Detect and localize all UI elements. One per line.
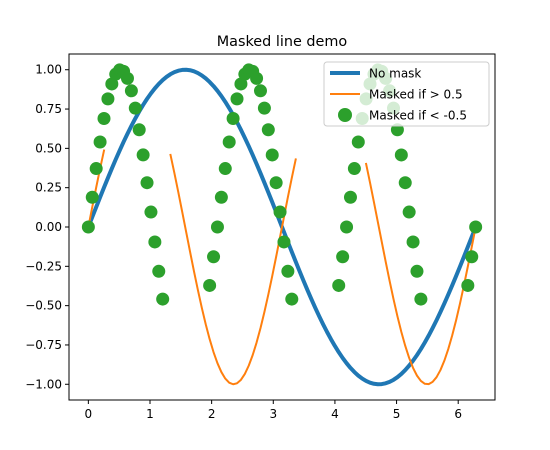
series-3-point (261, 123, 275, 137)
legend-entry: Masked if > 0.5 (330, 88, 463, 102)
series-3-point (234, 77, 248, 91)
x-axis: 0 1 2 3 4 5 6 (85, 400, 462, 421)
legend-label: No mask (369, 67, 421, 81)
legend: No mask Masked if > 0.5 Masked if < -0.5 (323, 61, 490, 127)
x-tick-label: 4 (331, 407, 339, 421)
series-3-point (222, 135, 236, 149)
series-3-point (136, 148, 150, 162)
series-3-point (281, 264, 295, 278)
series-3-point (336, 250, 350, 264)
series-3-point (406, 235, 420, 249)
series-3-point (214, 190, 228, 204)
chart-title: Masked line demo (217, 34, 348, 50)
series-3-point (207, 250, 221, 264)
series-3-point (332, 278, 346, 292)
y-tick-label: 0.25 (35, 181, 62, 195)
series-3-point (410, 264, 424, 278)
series-3-point (257, 101, 271, 115)
y-tick-label: −1.00 (25, 377, 62, 391)
series-3-point (97, 111, 111, 125)
series-3-point (144, 205, 158, 219)
y-axis: −1.00 −0.75 −0.50 −0.25 0.00 0.25 0.50 0.75 1.00 (25, 63, 69, 391)
series-3-point (340, 220, 354, 234)
y-tick-label: 0.00 (35, 220, 62, 234)
x-tick-label: 3 (269, 407, 277, 421)
series-3-point (285, 292, 299, 306)
y-tick-label: −0.50 (25, 299, 62, 313)
y-tick-label: −0.75 (25, 338, 62, 352)
y-tick-label: 1.00 (35, 63, 62, 77)
series-3-point (461, 278, 475, 292)
series-3-point (465, 250, 479, 264)
series-3-point (277, 235, 291, 249)
y-tick-label: 0.50 (35, 141, 62, 155)
legend-entry: Masked if < -0.5 (338, 108, 467, 123)
series-3-point (93, 135, 107, 149)
series-3-point (402, 205, 416, 219)
series-3-point (414, 292, 428, 306)
series-2-line-segment-3 (364, 162, 477, 386)
series-3-point (210, 220, 224, 234)
series-3-point (140, 176, 154, 190)
legend-swatch (338, 108, 352, 122)
series-3-point (226, 111, 240, 125)
series-3-point (218, 162, 232, 176)
x-tick-label: 6 (454, 407, 462, 421)
legend-box (323, 61, 490, 127)
series-3-point (89, 162, 103, 176)
series-3-point (253, 84, 267, 98)
legend-label: Masked if > 0.5 (369, 88, 463, 102)
plot-area (81, 63, 483, 387)
series-3-point (101, 92, 115, 106)
series-3-point (273, 205, 287, 219)
x-tick-label: 2 (208, 407, 216, 421)
series-3-point (148, 235, 162, 249)
series-2-line-segment-2 (169, 153, 297, 386)
series-3-point (351, 135, 365, 149)
series-3-point (81, 220, 95, 234)
series-3-point (156, 292, 170, 306)
x-tick-label: 5 (393, 407, 401, 421)
series-3-point (269, 176, 283, 190)
series-3-point (347, 162, 361, 176)
series-3-point (390, 123, 404, 137)
series-3-point (250, 71, 264, 85)
series-3-point (469, 220, 483, 234)
series-3-point (230, 92, 244, 106)
series-2-line-segment-1 (87, 149, 106, 229)
series-3-point (343, 190, 357, 204)
series-3-point (394, 148, 408, 162)
series-3-point (398, 176, 412, 190)
series-3-point (128, 101, 142, 115)
y-tick-label: 0.75 (35, 102, 62, 116)
series-3-point (120, 71, 134, 85)
y-tick-label: −0.25 (25, 259, 62, 273)
series-3-point (265, 148, 279, 162)
series-3-point (152, 264, 166, 278)
legend-entry: No mask (330, 67, 421, 81)
x-tick-label: 1 (146, 407, 154, 421)
series-3-point (124, 84, 138, 98)
series-3-point (132, 123, 146, 137)
x-tick-label: 0 (85, 407, 93, 421)
legend-label: Masked if < -0.5 (369, 109, 467, 123)
series-3-point (203, 278, 217, 292)
series-3-point (105, 77, 119, 91)
series-3-point (85, 190, 99, 204)
